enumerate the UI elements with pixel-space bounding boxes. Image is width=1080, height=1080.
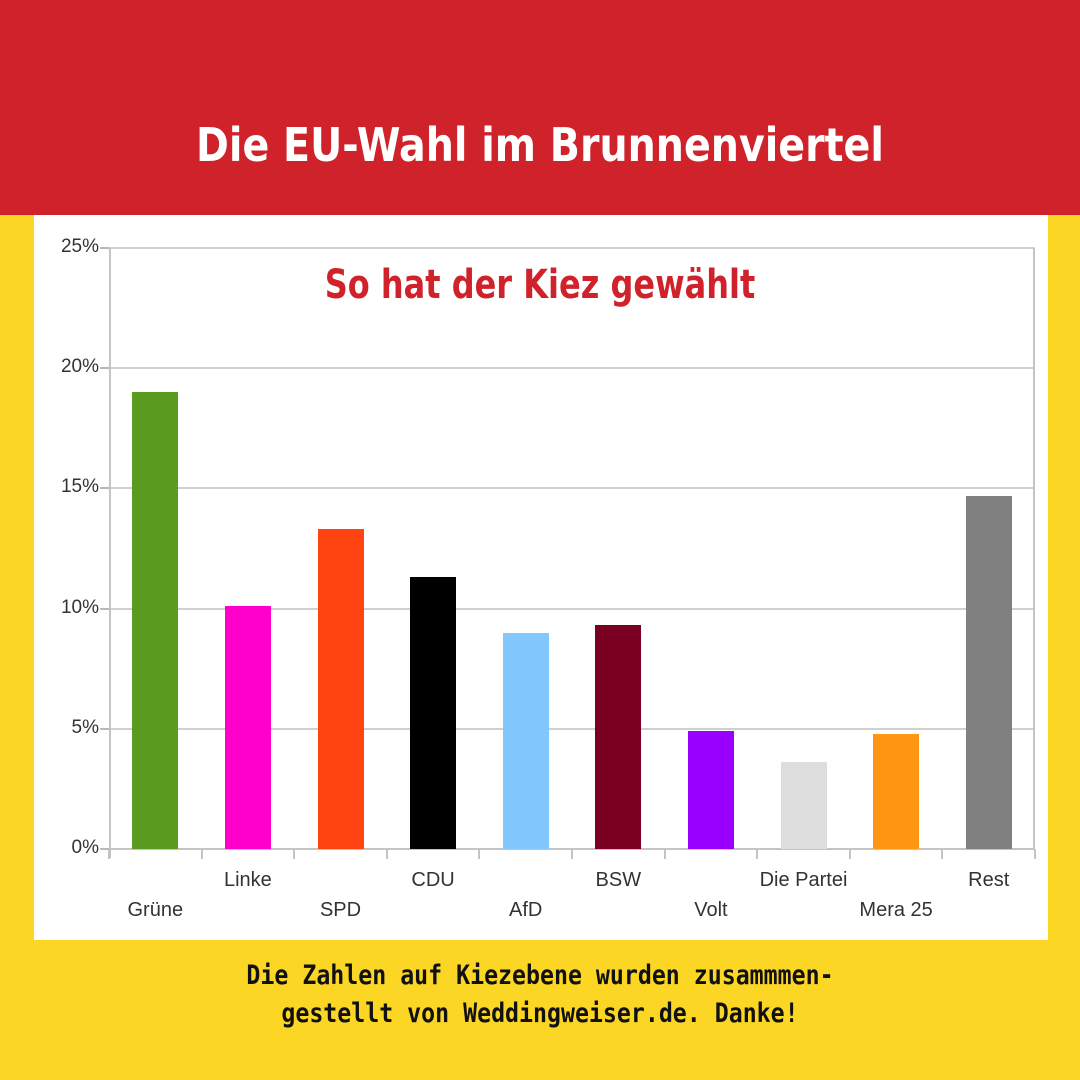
x-label: Grüne — [127, 899, 184, 921]
bar-linke — [224, 606, 271, 849]
gridline — [109, 727, 1035, 730]
x-label: Volt — [694, 899, 728, 921]
x-label: SPD — [319, 899, 362, 921]
bar-gr-ne — [132, 392, 179, 849]
x-tick — [848, 849, 851, 859]
bar-die-partei — [780, 762, 827, 849]
x-tick — [663, 849, 666, 859]
y-tick-label: 25% — [60, 236, 99, 257]
x-tick — [385, 849, 388, 859]
y-tick-label: 15% — [60, 476, 99, 498]
y-tick-label: 10% — [60, 596, 99, 618]
y-tick-label: 5% — [71, 716, 99, 738]
y-tick — [100, 487, 109, 490]
x-label: Die Partei — [759, 869, 848, 891]
x-tick — [571, 849, 573, 859]
footer-line-1: Die Zahlen auf Kiezebene wurden zusammme… — [246, 960, 834, 991]
bar-mera-25 — [873, 733, 920, 849]
bar-spd — [317, 529, 364, 849]
x-label: CDU — [411, 869, 455, 891]
y-tick — [100, 247, 109, 249]
x-tick — [756, 849, 759, 859]
bar-afd — [502, 632, 549, 849]
y-tick — [100, 607, 109, 610]
gridline — [109, 247, 1035, 249]
x-tick — [1034, 849, 1036, 859]
page-title: Die EU-Wahl im Brunnenviertel — [196, 118, 884, 172]
bar-volt — [687, 731, 734, 849]
footer-line-2: gestellt von Weddingweiser.de. Danke! — [281, 998, 799, 1029]
y-tick-label: 0% — [71, 837, 99, 858]
header-banner: Die EU-Wahl im Brunnenviertel — [0, 0, 1080, 215]
y-tick — [100, 848, 109, 850]
gridline — [109, 607, 1035, 610]
gridline — [109, 367, 1035, 370]
x-tick — [941, 849, 944, 859]
x-tick — [478, 849, 481, 859]
x-tick — [200, 849, 203, 859]
bar-rest — [965, 495, 1012, 849]
gridline — [109, 487, 1035, 490]
y-tick — [100, 367, 109, 370]
x-label: AfD — [509, 899, 543, 921]
x-tick — [108, 849, 110, 859]
x-label: BSW — [595, 869, 642, 891]
x-label: Linke — [223, 869, 272, 891]
y-tick — [100, 727, 109, 730]
footer-credit: Die Zahlen auf Kiezebene wurden zusammme… — [76, 957, 1005, 1033]
bar-cdu — [410, 577, 457, 849]
y-axis — [109, 248, 111, 858]
bar-bsw — [595, 625, 642, 849]
x-label: Rest — [968, 869, 1010, 891]
bar-chart: 0% 5% 10% 15% 20% 25% Grüne Linke SPD CDU AfD BSW Vo… — [61, 236, 1036, 921]
plot-border-right — [1033, 248, 1035, 849]
x-tick — [293, 849, 296, 859]
x-label: Mera 25 — [859, 899, 933, 921]
chart-subtitle: So hat der Kiez gewählt — [324, 262, 756, 308]
y-tick-label: 20% — [60, 356, 99, 378]
